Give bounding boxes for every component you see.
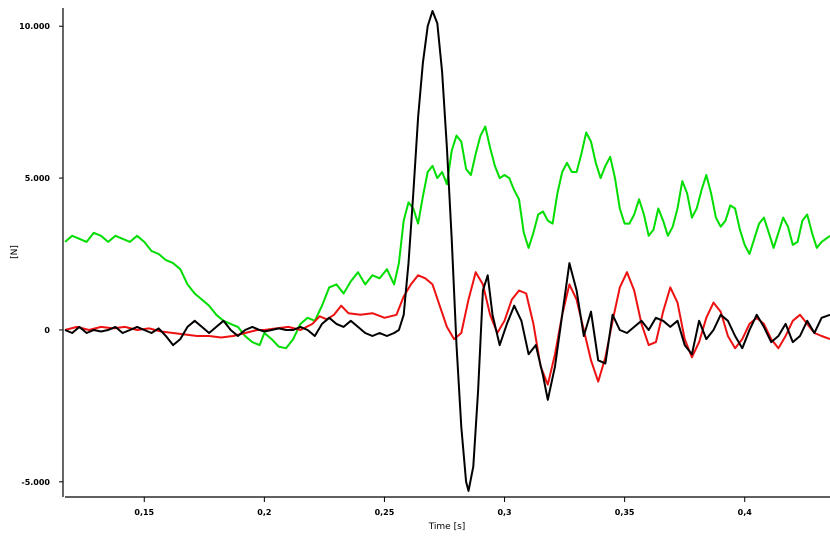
x-tick-label: 0,4 [738,508,753,517]
x-tick-label: 0,35 [615,508,635,517]
y-tick-label: 10.000 [19,22,50,31]
x-ticks: 0,15 0,2 0,25 0,3 0,35 0,4 [134,497,752,517]
y-tick-label: -5.000 [21,478,50,487]
x-tick-label: 0,3 [497,508,511,517]
y-tick-label: 5.000 [25,174,51,183]
series-line-2 [64,271,830,386]
series-layer [64,10,830,492]
y-ticks: -5.000 0 5.000 10.000 [19,22,63,487]
y-tick-label: 0 [44,326,50,335]
series-line-3 [64,10,830,492]
series-line-1 [64,125,830,350]
x-tick-label: 0,25 [375,508,395,517]
x-axis-title: Time [s] [428,522,466,532]
x-tick-label: 0,15 [134,508,154,517]
y-axis-title: [N] [10,245,20,259]
x-tick-label: 0,2 [257,508,271,517]
